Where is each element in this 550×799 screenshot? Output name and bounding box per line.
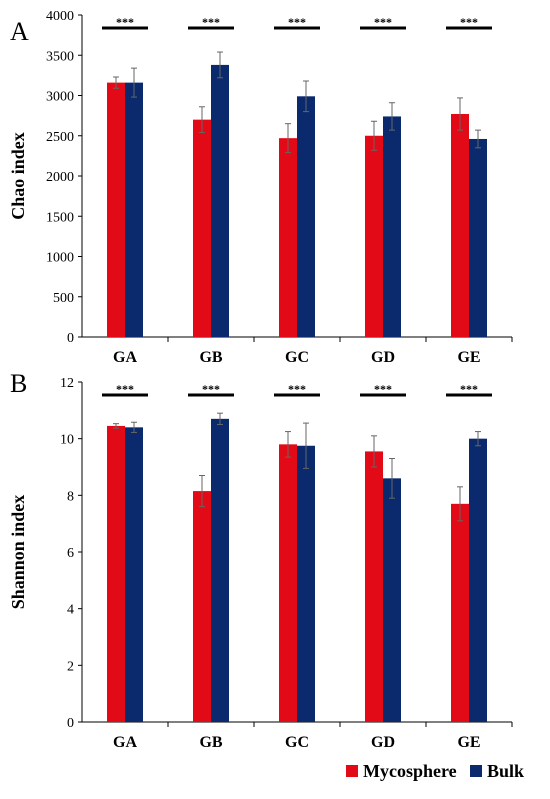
bar-mycosphere-ga bbox=[107, 82, 125, 338]
chart-panel-b: B Shannon index 0 2 4 6 8 10 12 GA *** GB *** GC *** GD… bbox=[8, 369, 513, 751]
y-tick-label: 4 bbox=[67, 603, 74, 618]
significance-label: *** bbox=[460, 15, 478, 29]
bar-bulk-gc bbox=[297, 96, 315, 338]
bar-bulk-ga bbox=[125, 427, 143, 722]
y-tick-label: 0 bbox=[67, 331, 74, 346]
legend-swatch-mycosphere bbox=[346, 765, 358, 777]
bar-mycosphere-ga bbox=[107, 425, 125, 722]
y-tick-label: 3500 bbox=[46, 49, 74, 64]
x-tick-label: GA bbox=[113, 734, 137, 751]
y-tick-label: 500 bbox=[53, 291, 74, 306]
bar-bulk-gb bbox=[211, 418, 229, 722]
bar-mycosphere-gc bbox=[279, 138, 297, 337]
significance-label: *** bbox=[116, 382, 134, 396]
legend-label-bulk: Bulk bbox=[487, 761, 524, 781]
x-tick-label: GD bbox=[371, 734, 395, 751]
panel-label: B bbox=[10, 369, 27, 398]
legend-label-mycosphere: Mycosphere bbox=[363, 761, 457, 781]
bar-bulk-ge bbox=[469, 438, 487, 722]
legend: Mycosphere Bulk bbox=[346, 761, 524, 781]
y-tick-label: 10 bbox=[60, 433, 74, 448]
y-tick-label: 2000 bbox=[46, 170, 74, 185]
x-tick-label: GA bbox=[113, 349, 137, 366]
legend-swatch-bulk bbox=[470, 765, 482, 777]
bar-mycosphere-gb bbox=[193, 491, 211, 722]
x-tick-label: GC bbox=[285, 349, 309, 366]
significance-label: *** bbox=[288, 382, 306, 396]
bar-mycosphere-ge bbox=[451, 114, 469, 337]
y-tick-label: 8 bbox=[67, 489, 74, 504]
x-tick-label: GB bbox=[199, 734, 222, 751]
y-tick-label: 4000 bbox=[46, 9, 74, 24]
y-axis-label: Chao index bbox=[8, 132, 28, 220]
bar-bulk-gd bbox=[383, 478, 401, 722]
significance-label: *** bbox=[288, 15, 306, 29]
significance-label: *** bbox=[116, 15, 134, 29]
y-axis-label: Shannon index bbox=[8, 495, 28, 610]
x-tick-label: GC bbox=[285, 734, 309, 751]
x-tick-label: GE bbox=[457, 349, 480, 366]
x-tick-label: GD bbox=[371, 349, 395, 366]
bar-bulk-ge bbox=[469, 138, 487, 337]
significance-label: *** bbox=[202, 382, 220, 396]
y-tick-label: 3000 bbox=[46, 90, 74, 105]
bar-mycosphere-gb bbox=[193, 119, 211, 338]
y-tick-label: 12 bbox=[60, 376, 74, 391]
y-tick-label: 2 bbox=[67, 659, 74, 674]
y-tick-label: 6 bbox=[67, 546, 74, 561]
significance-label: *** bbox=[202, 15, 220, 29]
y-tick-label: 1500 bbox=[46, 210, 74, 225]
bar-bulk-ga bbox=[125, 82, 143, 338]
y-tick-label: 1000 bbox=[46, 251, 74, 266]
significance-label: *** bbox=[374, 382, 392, 396]
y-tick-label: 2500 bbox=[46, 130, 74, 145]
panel-label: A bbox=[10, 17, 29, 46]
bar-mycosphere-ge bbox=[451, 503, 469, 722]
significance-label: *** bbox=[460, 382, 478, 396]
significance-label: *** bbox=[374, 15, 392, 29]
bar-mycosphere-gd bbox=[365, 451, 383, 722]
y-tick-label: 0 bbox=[67, 716, 74, 731]
chart-panel-a: A Chao index 0 500 1000 1500 2000 2500 3000 3500 4… bbox=[8, 9, 513, 366]
bar-mycosphere-gd bbox=[365, 135, 383, 337]
bar-bulk-gb bbox=[211, 64, 229, 337]
x-tick-label: GE bbox=[457, 734, 480, 751]
bar-bulk-gc bbox=[297, 445, 315, 722]
bar-bulk-gd bbox=[383, 116, 401, 338]
x-tick-label: GB bbox=[199, 349, 222, 366]
bar-mycosphere-gc bbox=[279, 444, 297, 722]
